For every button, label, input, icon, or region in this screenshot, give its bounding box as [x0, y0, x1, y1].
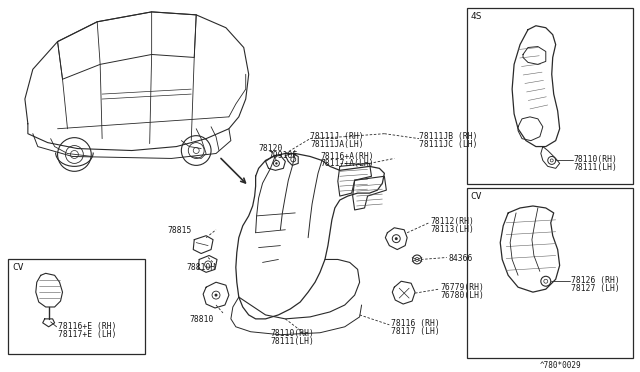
- Bar: [467, 8, 633, 184]
- Text: 78117 (LH): 78117 (LH): [391, 327, 440, 336]
- Text: ^780*0029: ^780*0029: [540, 362, 582, 371]
- Circle shape: [214, 294, 218, 296]
- Text: 78126 (RH): 78126 (RH): [570, 276, 620, 285]
- Text: CV: CV: [12, 263, 24, 272]
- Text: 78116+A(RH): 78116+A(RH): [320, 151, 374, 160]
- Text: 78111JB (RH): 78111JB (RH): [419, 132, 477, 141]
- Text: 78116 (RH): 78116 (RH): [391, 319, 440, 328]
- Text: 78116+E (RH): 78116+E (RH): [58, 322, 116, 331]
- Bar: [467, 188, 633, 359]
- Text: 78110(RH): 78110(RH): [271, 329, 314, 338]
- Text: 84366: 84366: [449, 253, 473, 263]
- Text: 76780(LH): 76780(LH): [441, 291, 484, 300]
- Text: 78815: 78815: [168, 226, 192, 235]
- Text: CV: CV: [470, 192, 482, 201]
- Text: 78117+E (LH): 78117+E (LH): [58, 330, 116, 339]
- Text: 78117+A(LH): 78117+A(LH): [320, 160, 374, 169]
- Circle shape: [395, 237, 397, 240]
- Text: 78810H: 78810H: [186, 263, 216, 272]
- Text: 78110(RH): 78110(RH): [573, 155, 618, 164]
- Text: 78111J (RH): 78111J (RH): [310, 132, 364, 141]
- Text: 78127 (LH): 78127 (LH): [570, 284, 620, 293]
- Text: 78112(RH): 78112(RH): [431, 217, 475, 226]
- Text: 78120: 78120: [259, 144, 283, 153]
- Circle shape: [275, 162, 278, 164]
- Text: 78810: 78810: [189, 315, 214, 324]
- Text: 78111(LH): 78111(LH): [271, 337, 314, 346]
- Text: 78111(LH): 78111(LH): [573, 163, 618, 172]
- Text: 78111JA(LH): 78111JA(LH): [310, 140, 364, 149]
- Text: 78111JC (LH): 78111JC (LH): [419, 140, 477, 149]
- Text: 79910F: 79910F: [269, 151, 298, 160]
- Text: 4S: 4S: [470, 12, 482, 21]
- Bar: [8, 259, 145, 353]
- Text: 78113(LH): 78113(LH): [431, 225, 475, 234]
- Text: 76779(RH): 76779(RH): [441, 283, 484, 292]
